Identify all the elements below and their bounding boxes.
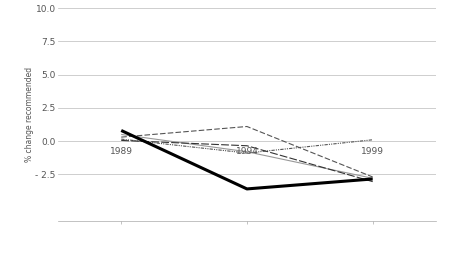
Text: 1999: 1999 [361,147,384,156]
Text: 1994: 1994 [236,147,258,156]
Text: 1989: 1989 [110,147,133,156]
Y-axis label: % change recommended: % change recommended [25,67,34,162]
